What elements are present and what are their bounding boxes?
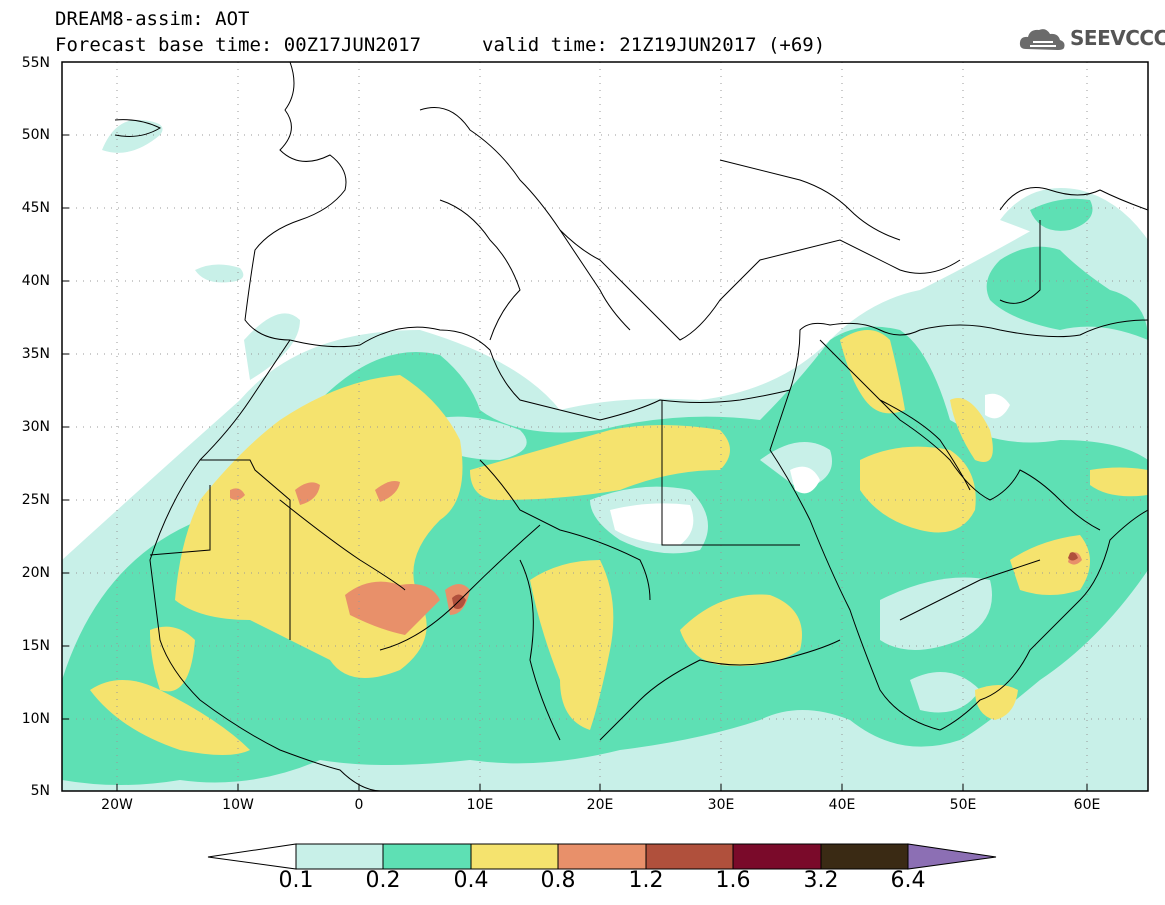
- colorbar-high-arrow: [907, 843, 997, 870]
- lon-label-10e: 10E: [466, 797, 494, 813]
- colorbar-label-0.1: 0.1: [278, 868, 314, 893]
- lat-label-25n: 25N: [21, 492, 50, 508]
- logo-text: SEEVCCC: [1070, 26, 1165, 50]
- lat-label-20n: 20N: [21, 565, 50, 581]
- colorbar-bin-0.4-0.8: [470, 843, 559, 870]
- colorbar-bin-0.2-0.4: [382, 843, 472, 870]
- lon-label-20w: 20W: [101, 797, 133, 813]
- colorbar-label-3.2: 3.2: [803, 868, 839, 893]
- lon-label-50e: 50E: [949, 797, 977, 813]
- forecast-base-time: Forecast base time: 00Z17JUN2017: [55, 34, 422, 56]
- lat-label-35n: 35N: [21, 346, 50, 362]
- colorbar-label-1.2: 1.2: [628, 868, 664, 893]
- lon-label-10w: 10W: [222, 797, 254, 813]
- valid-time: valid time: 21Z19JUN2017 (+69): [482, 34, 826, 56]
- lon-label-40e: 40E: [828, 797, 856, 813]
- lat-label-10n: 10N: [21, 711, 50, 727]
- colorbar-label-0.2: 0.2: [365, 868, 401, 893]
- lat-label-50n: 50N: [21, 127, 50, 143]
- lon-label-60e: 60E: [1073, 797, 1101, 813]
- lat-label-5n: 5N: [30, 783, 50, 799]
- lat-label-30n: 30N: [21, 419, 50, 435]
- lon-label-0: 0: [354, 797, 364, 813]
- colorbar-label-0.8: 0.8: [540, 868, 576, 893]
- colorbar-bin-1.2-1.6: [645, 843, 734, 870]
- colorbar-bin-0.1-0.2: [295, 843, 384, 870]
- colorbar: [207, 843, 997, 870]
- lat-label-40n: 40N: [21, 273, 50, 289]
- lat-label-15n: 15N: [21, 638, 50, 654]
- graticule: [62, 62, 1148, 791]
- coastlines: [114, 62, 1148, 791]
- lon-label-30e: 30E: [707, 797, 735, 813]
- lon-label-20e: 20E: [586, 797, 614, 813]
- colorbar-bin-1.6-3.2: [732, 843, 822, 870]
- colorbar-low-arrow: [207, 843, 297, 870]
- colorbar-label-6.4: 6.4: [890, 868, 926, 893]
- colorbar-label-0.4: 0.4: [453, 868, 489, 893]
- colorbar-label-1.6: 1.6: [715, 868, 751, 893]
- lat-label-45n: 45N: [21, 200, 50, 216]
- cloud-icon: [1019, 29, 1065, 50]
- map-title: DREAM8-assim: AOT: [55, 8, 250, 30]
- colorbar-bin-3.2-6.4: [820, 843, 909, 870]
- colorbar-bin-0.8-1.2: [557, 843, 647, 870]
- lat-label-55n: 55N: [21, 55, 50, 71]
- seevccc-logo: [1019, 29, 1065, 50]
